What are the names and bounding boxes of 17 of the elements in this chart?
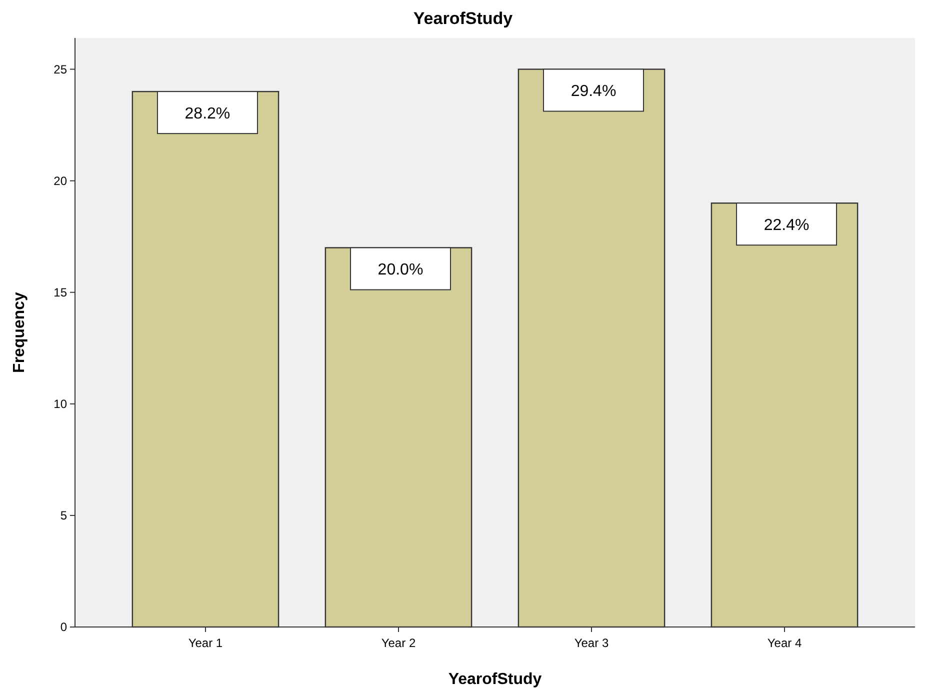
y-tick-label: 10 [54, 397, 68, 412]
x-tick-label: Year 2 [381, 636, 416, 650]
annotation: 22.4% [764, 217, 810, 234]
y-tick-label: 20 [54, 174, 68, 188]
y-tick-label: 25 [54, 62, 68, 76]
y-axis-title: Frequency [11, 292, 28, 373]
x-tick-label: Year 4 [767, 636, 802, 650]
y-tick-label: 0 [60, 620, 68, 634]
annotation: 20.0% [378, 262, 424, 279]
annotation: 29.4% [570, 83, 616, 100]
chart-title: YearofStudy [413, 9, 514, 28]
x-tick-label: Year 3 [574, 636, 609, 650]
x-tick-label: Year 1 [188, 636, 223, 650]
x-axis-title: YearofStudy [448, 671, 542, 688]
annotation: 28.2% [184, 106, 230, 123]
y-tick-label: 15 [54, 286, 68, 300]
y-tick-label: 5 [60, 508, 68, 523]
